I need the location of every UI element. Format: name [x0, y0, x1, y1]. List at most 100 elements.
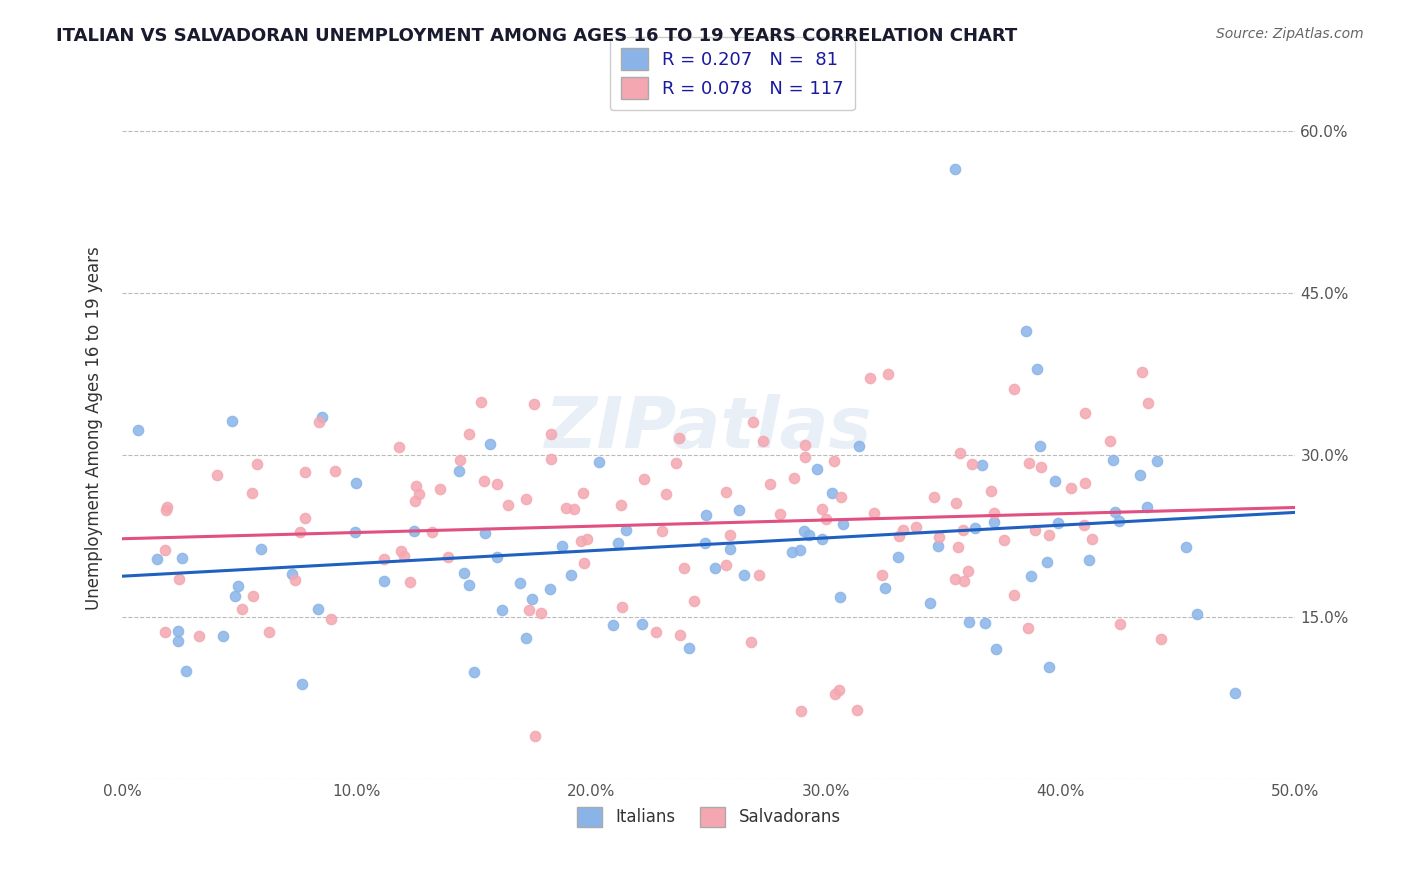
Point	[1017, 621, 1039, 635]
Point	[665, 456, 688, 470]
Point	[224, 589, 246, 603]
Point	[373, 552, 395, 566]
Point	[246, 457, 269, 471]
Point	[673, 561, 696, 575]
Point	[389, 543, 412, 558]
Point	[887, 550, 910, 565]
Point	[491, 602, 513, 616]
Point	[846, 703, 869, 717]
Point	[474, 525, 496, 540]
Text: ZIPatlas: ZIPatlas	[546, 393, 873, 463]
Point	[920, 596, 942, 610]
Point	[1074, 406, 1097, 420]
Point	[1078, 553, 1101, 567]
Point	[437, 549, 460, 564]
Point	[226, 578, 249, 592]
Point	[170, 550, 193, 565]
Point	[343, 524, 366, 539]
Point	[714, 484, 737, 499]
Point	[231, 601, 253, 615]
Point	[240, 485, 263, 500]
Point	[720, 527, 742, 541]
Point	[1038, 528, 1060, 542]
Point	[284, 573, 307, 587]
Point	[188, 629, 211, 643]
Point	[678, 640, 700, 655]
Point	[952, 574, 974, 589]
Point	[1002, 382, 1025, 396]
Point	[949, 446, 972, 460]
Point	[1098, 434, 1121, 449]
Point	[654, 487, 676, 501]
Point	[523, 397, 546, 411]
Point	[830, 490, 852, 504]
Point	[1146, 454, 1168, 468]
Point	[1036, 555, 1059, 569]
Point	[1073, 475, 1095, 490]
Point	[612, 599, 634, 614]
Point	[555, 500, 578, 515]
Point	[928, 530, 950, 544]
Point	[155, 625, 177, 640]
Point	[538, 582, 561, 597]
Point	[669, 627, 692, 641]
Point	[1046, 516, 1069, 530]
Point	[810, 502, 832, 516]
Point	[758, 476, 780, 491]
Point	[733, 568, 755, 582]
Point	[823, 454, 845, 468]
Point	[458, 427, 481, 442]
Point	[408, 487, 430, 501]
Point	[242, 589, 264, 603]
Point	[748, 568, 770, 582]
Point	[980, 483, 1002, 498]
Point	[983, 515, 1005, 529]
Point	[319, 612, 342, 626]
Point	[1108, 514, 1130, 528]
Point	[1021, 569, 1043, 583]
Point	[1014, 324, 1036, 338]
Point	[515, 492, 537, 507]
Point	[986, 642, 1008, 657]
Point	[875, 581, 897, 595]
Point	[127, 423, 149, 437]
Point	[307, 601, 329, 615]
Point	[399, 575, 422, 590]
Point	[789, 542, 811, 557]
Point	[922, 490, 945, 504]
Point	[458, 578, 481, 592]
Point	[832, 516, 855, 531]
Point	[470, 394, 492, 409]
Point	[693, 536, 716, 550]
Point	[631, 617, 654, 632]
Point	[682, 594, 704, 608]
Point	[794, 450, 817, 464]
Point	[530, 607, 553, 621]
Point	[308, 415, 330, 429]
Point	[146, 551, 169, 566]
Text: ITALIAN VS SALVADORAN UNEMPLOYMENT AMONG AGES 16 TO 19 YEARS CORRELATION CHART: ITALIAN VS SALVADORAN UNEMPLOYMENT AMONG…	[56, 27, 1018, 45]
Point	[291, 677, 314, 691]
Point	[797, 528, 820, 542]
Point	[1073, 518, 1095, 533]
Point	[1223, 685, 1246, 699]
Point	[830, 590, 852, 604]
Point	[811, 532, 834, 546]
Point	[509, 575, 531, 590]
Point	[1026, 361, 1049, 376]
Point	[1080, 532, 1102, 546]
Point	[453, 566, 475, 580]
Point	[695, 508, 717, 523]
Point	[402, 524, 425, 538]
Point	[517, 603, 540, 617]
Point	[429, 483, 451, 497]
Point	[1038, 659, 1060, 673]
Point	[645, 624, 668, 639]
Point	[211, 629, 233, 643]
Point	[588, 455, 610, 469]
Point	[828, 682, 851, 697]
Point	[741, 415, 763, 429]
Point	[714, 558, 737, 572]
Point	[614, 523, 637, 537]
Point	[520, 592, 543, 607]
